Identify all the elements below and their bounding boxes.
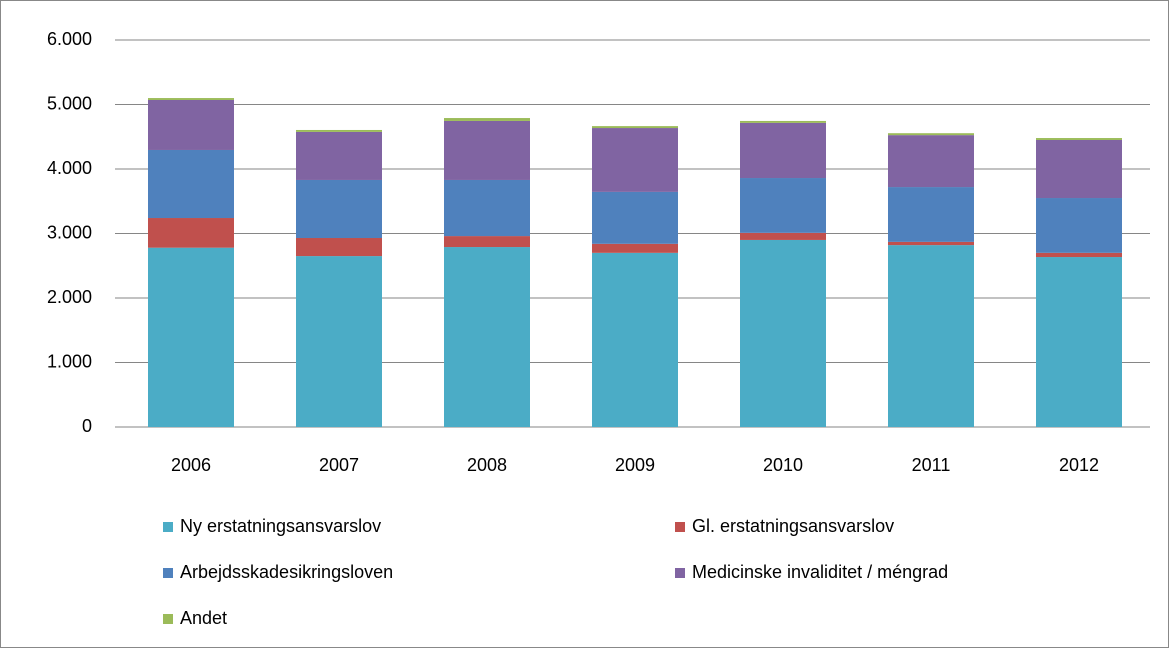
bar-segment [740,178,826,233]
bar-segment [444,179,530,237]
y-tick-label: 0 [82,416,92,436]
bar-segment [148,218,234,248]
bar-segment [1036,257,1122,427]
legend-label: Medicinske invaliditet / méngrad [692,562,948,582]
y-tick-label: 4.000 [47,158,92,178]
bar-segment [148,99,234,150]
bar-segment [444,247,530,427]
bar-segment [296,129,382,132]
y-tick-label: 5.000 [47,93,92,113]
bar-segment [888,245,974,427]
legend-swatch [163,522,173,532]
bar-segment [888,135,974,188]
bar-segment [296,256,382,427]
bar-segment [888,241,974,246]
legend-label: Gl. erstatningsansvarslov [692,516,894,536]
bar-segment [296,179,382,239]
y-tick-label: 3.000 [47,222,92,242]
bar-segment [444,120,530,180]
legend-label: Ny erstatningsansvarslov [180,516,381,536]
bar-segment [888,187,974,242]
bar-segment [592,252,678,427]
x-tick-label: 2010 [763,455,803,475]
legend-swatch [163,614,173,624]
bar-segment [1036,198,1122,253]
x-tick-label: 2008 [467,455,507,475]
y-tick-label: 1.000 [47,351,92,371]
bar-segment [296,131,382,180]
bar-segment [444,118,530,121]
bar-segment [888,133,974,136]
x-tick-label: 2012 [1059,455,1099,475]
bar-segment [296,238,382,257]
bar-segment [592,191,678,244]
legend-swatch [675,522,685,532]
x-tick-label: 2011 [912,455,951,475]
x-tick-label: 2009 [615,455,655,475]
bar-segment [1036,138,1122,140]
bar-segment [148,247,234,427]
bar-segment [1036,139,1122,199]
bar-segment [148,98,234,100]
bar-segment [592,128,678,192]
bar-segment [592,126,678,129]
bar-segment [444,236,530,248]
x-tick-label: 2006 [171,455,211,475]
bar-segment [592,243,678,253]
bar-segment [1036,252,1122,258]
bar-segment [740,120,826,123]
bar-segment [740,232,826,240]
bar-segment [740,239,826,427]
y-tick-label: 2.000 [47,287,92,307]
x-tick-label: 2007 [319,455,359,475]
legend-label: Andet [180,608,227,628]
legend-swatch [675,568,685,578]
bar-segment [148,149,234,219]
y-tick-label: 6.000 [47,29,92,49]
legend-label: Arbejdsskadesikringsloven [180,562,393,582]
bar-segment [740,122,826,179]
legend-swatch [163,568,173,578]
